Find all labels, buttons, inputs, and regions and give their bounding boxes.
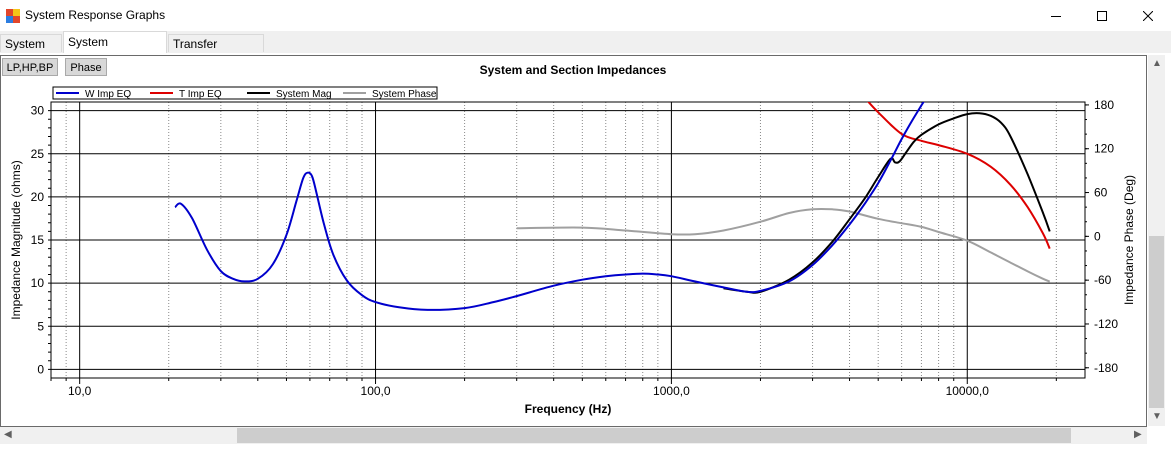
chart-title: System and Section Impedances	[480, 63, 667, 77]
scroll-left-icon[interactable]: ◀	[4, 429, 12, 440]
legend-label: System Mag	[276, 89, 332, 100]
legend-label: W Imp EQ	[85, 89, 131, 100]
y-tick-label: 30	[31, 104, 45, 118]
close-icon	[1143, 10, 1153, 21]
y-axis-label: Impedance Magnitude (ohms)	[9, 160, 23, 319]
chart-legend: W Imp EQ T Imp EQ System Mag System Phase	[52, 86, 438, 100]
y2-tick-label: 180	[1094, 98, 1114, 112]
chart-series	[174, 102, 1051, 311]
impedance-chart: System and Section Impedances W Imp EQ T …	[9, 63, 1136, 416]
scroll-up-icon[interactable]: ▲	[1152, 58, 1162, 69]
axis-tick-labels: 10,0 100,0 1000,0 10000,0 0 5 10 15 20 25 30 -180 -1…	[31, 98, 1119, 398]
y-tick-label: 20	[31, 190, 45, 204]
tab-transfer-functions[interactable]: Transfer Functions	[168, 34, 264, 69]
y2-tick-label: -120	[1094, 317, 1118, 331]
x-tick-label: 10,0	[68, 384, 92, 398]
y-tick-label: 15	[31, 233, 45, 247]
horizontal-scroll-thumb[interactable]	[237, 428, 1071, 443]
y-tick-label: 25	[31, 147, 45, 161]
series-system-phase	[516, 207, 1051, 283]
minimize-icon	[1051, 15, 1061, 17]
x-axis-label: Frequency (Hz)	[525, 402, 612, 416]
y2-tick-label: -60	[1094, 273, 1112, 287]
y2-axis-label: Impedance Phase (Deg)	[1122, 175, 1136, 305]
title-bar: System Response Graphs	[0, 0, 1171, 31]
tab-strip: System SPL System Impedance Transfer Fun…	[0, 31, 1171, 69]
tab-system-spl[interactable]: System SPL	[0, 34, 62, 69]
legend-label: System Phase	[372, 89, 437, 100]
x-tick-label: 1000,0	[653, 384, 690, 398]
legend-box	[52, 86, 438, 100]
window-title: System Response Graphs	[25, 8, 166, 22]
x-tick-label: 10000,0	[946, 384, 990, 398]
scroll-down-icon[interactable]: ▼	[1152, 411, 1162, 422]
series-w-imp-eq	[174, 102, 925, 311]
tab-system-impedance[interactable]: System Impedance	[63, 31, 167, 69]
y2-tick-label: 60	[1094, 186, 1108, 200]
series-system-mag	[723, 112, 1051, 294]
minimize-button[interactable]	[1033, 0, 1079, 31]
x-tick-label: 100,0	[361, 384, 391, 398]
filter-button[interactable]: LP,HP,BP	[2, 58, 58, 76]
plot-border	[50, 101, 1086, 379]
series-t-imp-eq	[867, 102, 1051, 249]
app-icon	[6, 9, 20, 23]
legend-label: T Imp EQ	[179, 89, 222, 100]
scroll-right-icon[interactable]: ▶	[1134, 429, 1142, 440]
y2-tick-label: 120	[1094, 142, 1114, 156]
y-tick-label: 5	[37, 319, 44, 333]
y2-tick-label: -180	[1094, 361, 1118, 375]
y2-tick-label: 0	[1094, 229, 1101, 243]
phase-button[interactable]: Phase	[65, 58, 107, 76]
vertical-scroll-thumb[interactable]	[1149, 236, 1164, 408]
y-tick-label: 10	[31, 276, 45, 290]
maximize-icon	[1097, 10, 1107, 21]
y-tick-label: 0	[37, 362, 44, 376]
close-button[interactable]	[1125, 0, 1171, 31]
maximize-button[interactable]	[1079, 0, 1125, 31]
